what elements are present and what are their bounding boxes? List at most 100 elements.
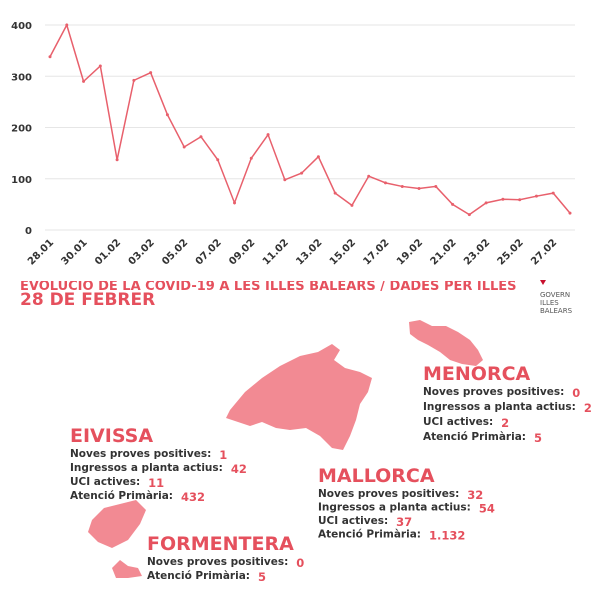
- point: [534, 194, 538, 198]
- x-tick-label: 19.02: [395, 237, 425, 267]
- stat-line: Ingressos a planta actius: 54: [318, 502, 495, 516]
- point: [434, 184, 438, 188]
- point: [283, 178, 287, 182]
- point: [132, 78, 136, 82]
- stat-line: Noves proves positives: 0: [147, 556, 304, 570]
- point: [501, 197, 505, 201]
- stat-label: Atenció Primària:: [147, 570, 250, 582]
- point: [383, 181, 387, 185]
- logo-text: ILLES: [540, 299, 559, 307]
- point: [48, 55, 52, 59]
- y-tick-label: 0: [25, 226, 32, 237]
- formentera-shape: [112, 560, 142, 578]
- y-tick-label: 400: [11, 21, 32, 32]
- logo-text: GOVERN: [540, 291, 570, 299]
- stat-line: Noves proves positives: 0: [423, 386, 580, 400]
- stat-value: 11: [148, 476, 164, 490]
- y-tick-label: 200: [11, 124, 32, 135]
- point: [82, 79, 86, 83]
- point: [367, 174, 371, 178]
- stat-line: UCI actives: 11: [70, 476, 164, 490]
- x-tick-label: 01.02: [93, 237, 123, 267]
- stat-label: Noves proves positives:: [147, 556, 288, 568]
- stat-line: Atenció Primària: 5: [423, 431, 542, 445]
- logo-mark: [540, 280, 546, 285]
- stat-line: Atenció Primària: 1.132: [318, 529, 465, 543]
- x-tick-label: 25.02: [496, 237, 526, 267]
- stat-value: 54: [479, 502, 495, 516]
- x-tick-label: 21.02: [429, 237, 459, 267]
- x-tick-label: 07.02: [194, 237, 224, 267]
- stat-label: UCI actives:: [70, 476, 140, 488]
- date: 28 DE FEBRER: [20, 290, 155, 310]
- point: [300, 171, 304, 175]
- stat-value: 2: [584, 401, 592, 415]
- x-tick-label: 15.02: [328, 237, 358, 267]
- stat-line: Noves proves positives: 32: [318, 488, 483, 502]
- stat-line: Atenció Primària: 5: [147, 570, 266, 584]
- stat-value: 0: [572, 386, 580, 400]
- stat-value: 1: [219, 448, 227, 462]
- eivissa-shape: [88, 500, 146, 548]
- stat-value: 5: [534, 431, 542, 445]
- point: [451, 202, 455, 206]
- stat-value: 432: [181, 490, 205, 504]
- stat-label: Ingressos a planta actius:: [423, 401, 576, 413]
- x-tick-label: 28.01: [26, 237, 56, 267]
- infographic-title: EVOLUCIÓ DE LA COVID-19 A LES ILLES BALE…: [20, 278, 517, 294]
- island-name: FORMENTERA: [147, 533, 294, 555]
- point: [266, 133, 270, 137]
- point: [149, 71, 153, 75]
- stat-line: Ingressos a planta actius: 42: [70, 462, 247, 476]
- point: [165, 113, 169, 117]
- x-tick-label: 09.02: [227, 237, 257, 267]
- point: [484, 201, 488, 205]
- x-tick-label: 30.01: [60, 237, 90, 267]
- stat-label: Noves proves positives:: [318, 488, 459, 500]
- x-tick-label: 03.02: [127, 237, 157, 267]
- point: [115, 158, 119, 162]
- stat-label: Atenció Primària:: [70, 490, 173, 502]
- stat-line: Ingressos a planta actius: 2: [423, 401, 592, 415]
- stat-label: UCI actives:: [423, 416, 493, 428]
- point: [551, 191, 555, 195]
- stat-label: UCI actives:: [318, 515, 388, 527]
- stat-label: Noves proves positives:: [70, 448, 211, 460]
- point: [333, 191, 337, 195]
- line: [49, 23, 571, 216]
- logo-text: BALEARS: [540, 307, 573, 315]
- point: [199, 135, 203, 139]
- y-tick-label: 100: [11, 175, 32, 186]
- point: [98, 64, 102, 68]
- stat-value: 2: [501, 416, 509, 430]
- stat-label: Atenció Primària:: [318, 529, 421, 541]
- point: [233, 201, 237, 205]
- island-name: MENORCA: [423, 363, 531, 385]
- stat-line: UCI actives: 2: [423, 416, 509, 430]
- stat-value: 5: [258, 570, 266, 584]
- point: [316, 155, 320, 159]
- x-tick-label: 05.02: [160, 237, 190, 267]
- point: [568, 211, 572, 215]
- point: [249, 156, 253, 160]
- stat-value: 37: [396, 515, 412, 529]
- point: [350, 203, 354, 207]
- stat-label: Atenció Primària:: [423, 431, 526, 443]
- x-tick-label: 13.02: [294, 237, 324, 267]
- stat-value: 0: [296, 556, 304, 570]
- point: [182, 145, 186, 149]
- stat-value: 32: [467, 488, 483, 502]
- stat-label: Ingressos a planta actius:: [70, 462, 223, 474]
- island-name: MALLORCA: [318, 465, 435, 487]
- point: [467, 213, 471, 217]
- point: [216, 158, 220, 162]
- stat-label: Ingressos a planta actius:: [318, 502, 471, 514]
- x-tick-label: 23.02: [462, 237, 492, 267]
- stat-line: Noves proves positives: 1: [70, 448, 227, 462]
- mallorca-shape: [226, 344, 372, 450]
- stat-line: UCI actives: 37: [318, 515, 412, 529]
- stat-label: Noves proves positives:: [423, 386, 564, 398]
- menorca-shape: [409, 320, 483, 366]
- island-name: EIVISSA: [70, 425, 153, 447]
